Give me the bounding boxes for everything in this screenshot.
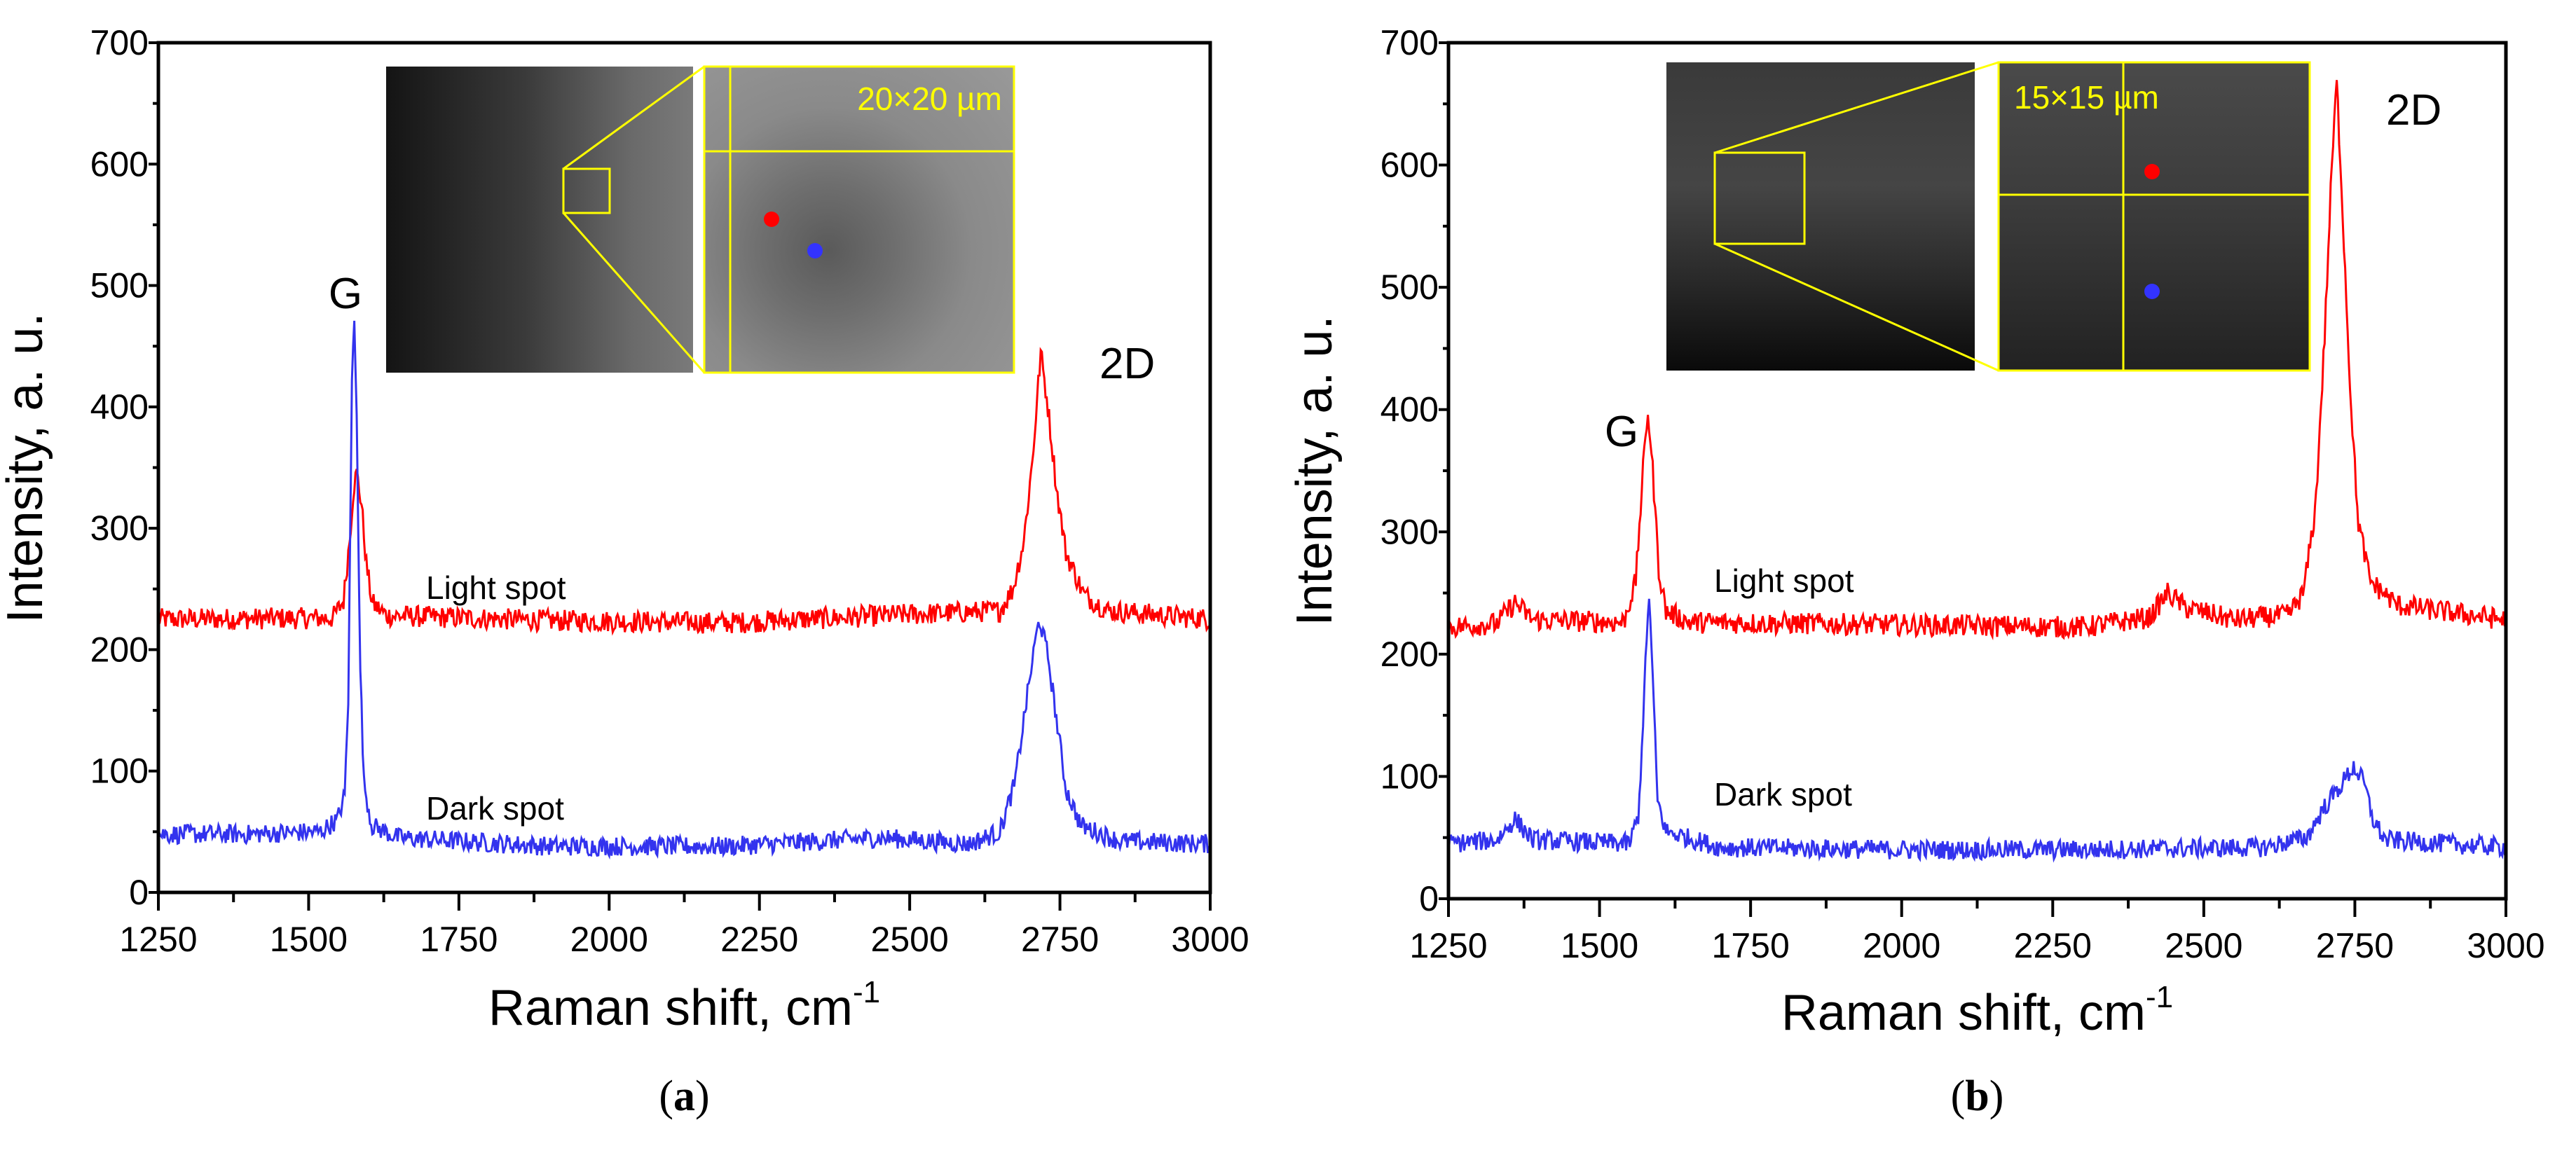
y-tick-label: 0 (129, 873, 149, 912)
x-tick-label: 2250 (2014, 926, 2092, 965)
y-tick-label: 500 (90, 266, 149, 305)
x-tick-label: 1500 (270, 920, 348, 959)
series-dark-spot-line (1447, 598, 2507, 863)
peak-label-g: G (1605, 408, 1638, 456)
x-tick-label: 2500 (871, 920, 949, 959)
dark-spot-marker-b (2144, 284, 2160, 299)
sem-image-overview-a (386, 67, 693, 373)
x-axis-title-text: Raman shift, cm (1781, 985, 2146, 1041)
y-tick-label: 300 (1381, 512, 1439, 551)
y-tick-label: 600 (90, 144, 149, 184)
x-tick-label: 2250 (720, 920, 798, 959)
connector-bottom-a (562, 212, 706, 373)
x-tick-label: 1250 (1409, 926, 1487, 965)
y-tick-label: 200 (1381, 635, 1439, 674)
y-axis-title: Intensity, a. u. (0, 313, 53, 623)
panel-letter: b (1965, 1072, 1989, 1120)
x-tick-label: 1750 (1712, 926, 1790, 965)
sem-image-zoom-b (1999, 62, 2310, 371)
series-light-spot-line (1447, 80, 2507, 641)
sem-image-zoom-a (704, 67, 1014, 373)
x-tick-label: 2000 (1863, 926, 1940, 965)
x-tick-label: 1250 (119, 920, 197, 959)
y-tick-label: 200 (90, 630, 149, 669)
inset-overlay-b (1713, 61, 2311, 372)
series-dark-spot-line (157, 320, 1212, 860)
x-tick-label: 2750 (2316, 926, 2394, 965)
plot-frame (156, 41, 1212, 895)
selection-box-b (1713, 151, 1806, 245)
y-tick-label: 700 (90, 23, 149, 62)
panel-label: (b) (1951, 1072, 2004, 1120)
series-label-dark-spot: Dark spot (1714, 776, 1852, 813)
series-label-light-spot: Light spot (426, 569, 566, 606)
peak-label-g: G (329, 270, 362, 318)
sem-image-overview-b (1666, 62, 1975, 371)
series-label-light-spot: Light spot (1714, 562, 1854, 599)
series-label-dark-spot: Dark spot (426, 790, 564, 827)
x-tick-label: 1500 (1561, 926, 1638, 965)
y-tick-label: 400 (90, 387, 149, 427)
zoom-frame-b (1997, 61, 2311, 372)
panel-letter: a (673, 1072, 695, 1120)
x-tick-label: 2750 (1021, 920, 1099, 959)
connector-top-a (563, 65, 705, 170)
panel-label: (a) (659, 1072, 709, 1120)
scale-label-b: 15×15 µm (2014, 79, 2159, 116)
x-tick-label: 2000 (570, 920, 648, 959)
light-spot-marker-a (764, 212, 779, 227)
x-axis-title: Raman shift, cm-1 (488, 975, 880, 1036)
x-axis-title-superscript: -1 (853, 975, 880, 1009)
peak-label-2d: 2D (2386, 86, 2441, 134)
x-axis-title-superscript: -1 (2146, 980, 2173, 1014)
series-light-spot-line (157, 347, 1211, 636)
y-axis-title: Intensity, a. u. (1287, 316, 1343, 626)
light-spot-marker-b (2144, 164, 2160, 179)
y-tick-label: 400 (1381, 390, 1439, 429)
x-tick-label: 2500 (2165, 926, 2242, 965)
y-tick-label: 100 (1381, 757, 1439, 796)
y-tick-label: 500 (1381, 268, 1439, 307)
peak-label-2d: 2D (1099, 340, 1155, 388)
y-tick-label: 0 (1419, 879, 1439, 918)
dark-spot-marker-a (807, 243, 823, 258)
inset-overlay-a (562, 65, 1015, 374)
x-tick-label: 3000 (1171, 920, 1249, 959)
y-tick-label: 300 (90, 509, 149, 548)
x-tick-label: 1750 (420, 920, 498, 959)
chart-panel-a: 1250 1500 1750 2000 2250 2500 2750 3000 0 100 200 3… (0, 23, 1249, 1120)
x-axis-title: Raman shift, cm-1 (1781, 980, 2173, 1041)
connector-bottom-b (1714, 242, 1999, 372)
zoom-frame-a (703, 65, 1015, 374)
y-tick-label: 700 (1381, 23, 1439, 62)
scale-label-a: 20×20 µm (857, 81, 1002, 117)
selection-box-a (562, 167, 611, 214)
connector-top-b (1714, 61, 1999, 154)
y-tick-label: 600 (1381, 146, 1439, 185)
x-axis-title-text: Raman shift, cm (488, 980, 853, 1036)
y-tick-label: 100 (90, 752, 149, 791)
chart-panel-b: 1250 1500 1750 2000 2250 2500 2750 3000 0 100 200 3… (1287, 23, 2545, 1120)
x-tick-label: 3000 (2467, 926, 2544, 965)
